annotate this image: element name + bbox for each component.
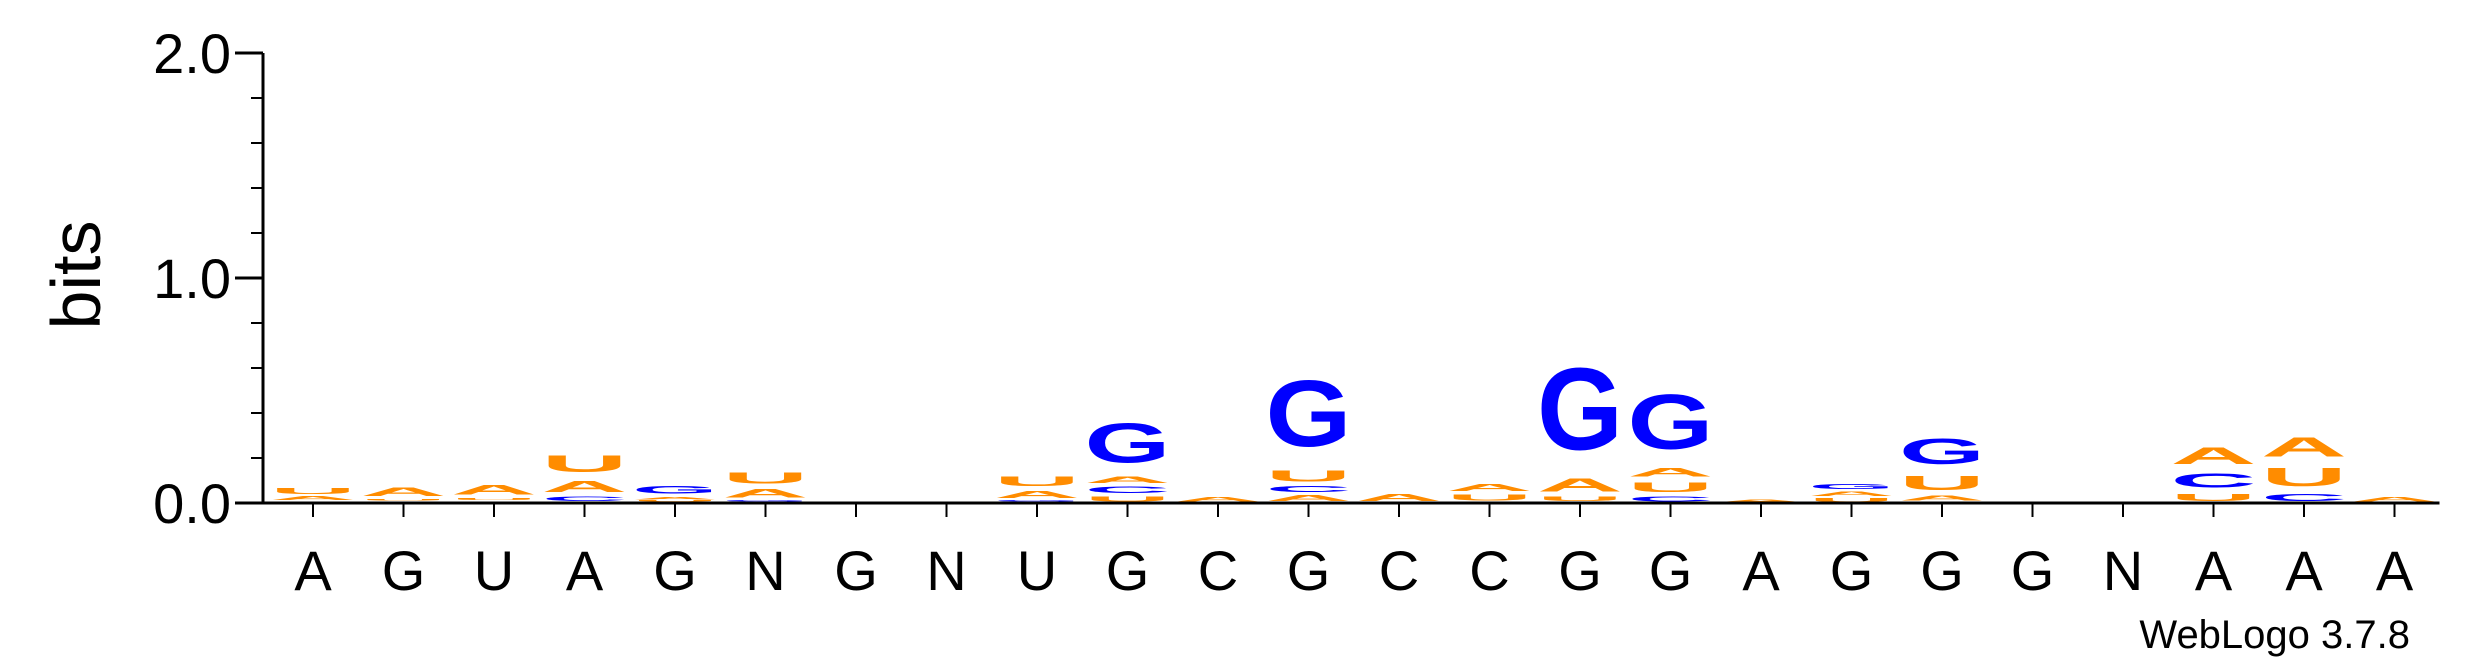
logo-letter-U: U (361, 498, 447, 500)
logo-letter-G: G (1628, 378, 1714, 466)
x-tick-label: A (2285, 539, 2323, 602)
logo-letter-G: G (632, 483, 718, 495)
logo-letter-U: U (2261, 463, 2347, 492)
logo-letter-G: G (1899, 432, 1985, 472)
logo-letter-C: C (542, 495, 628, 502)
logo-letter-G: G (451, 501, 537, 502)
x-tick-label: G (1920, 539, 1964, 602)
x-tick-label: N (2103, 539, 2143, 602)
logo-letter-G: G (1085, 412, 1171, 475)
logo-letter-A: A (1718, 498, 1804, 502)
x-tick-label: C (1379, 539, 1419, 602)
logo-letter-U: U (1266, 467, 1352, 485)
x-tick-label: C (1469, 539, 1509, 602)
logo-letter-G: G (1537, 345, 1623, 475)
x-tick-label: A (2376, 539, 2414, 602)
logo-letter-A: A (632, 496, 718, 500)
y-tick-label: 0.0 (153, 472, 231, 535)
logo-letter-G: G (1266, 361, 1352, 467)
logo-letter-U: U (1447, 493, 1533, 502)
logo-letter-U: U (994, 473, 1080, 489)
logo-letter-A: A (1356, 492, 1442, 503)
y-axis-label: bits (37, 221, 115, 330)
y-axis: 0.0 1.0 2.0 (153, 22, 265, 535)
logo-letter-A: A (1537, 475, 1623, 495)
x-tick-label: U (1017, 539, 1057, 602)
logo-letter-A: A (1447, 482, 1533, 493)
logo-letter-G: G (994, 500, 1080, 502)
logo-letter-A: A (451, 482, 537, 498)
x-tick-label: C (1198, 539, 1238, 602)
logo-letter-U: U (632, 500, 718, 502)
logo-letter-A: A (361, 485, 447, 499)
x-tick-label: G (1649, 539, 1693, 602)
logo-letter-A: A (1175, 496, 1261, 503)
logo-letter-A: A (994, 489, 1080, 500)
logo-letter-C: C (2171, 469, 2257, 491)
logo-letter-C: C (1266, 485, 1352, 494)
y-tick-label: 2.0 (153, 22, 231, 85)
letter-stacks: GCAUCGUACGUAGCAUCUAGCGAUCGAUUCAGAACUGACU… (270, 345, 2438, 503)
logo-letter-C: C (1628, 495, 1714, 503)
logo-letter-A: A (1628, 466, 1714, 480)
logo-letter-A: A (542, 477, 628, 495)
x-tick-label: G (834, 539, 878, 602)
logo-letter-G: G (723, 500, 809, 502)
x-tick-label: U (474, 539, 514, 602)
logo-letter-G: G (1809, 483, 1895, 491)
logo-letter-A: A (723, 487, 809, 501)
logo-letter-A: A (270, 496, 356, 502)
x-tick-label: G (1558, 539, 1602, 602)
x-tick-label: A (1742, 539, 1780, 602)
x-tick-label: G (1106, 539, 1150, 602)
x-tick-label: A (566, 539, 604, 602)
logo-letter-U: U (1628, 479, 1714, 495)
logo-letter-C: C (1085, 485, 1171, 495)
weblogo-credit: WebLogo 3.7.8 (2139, 613, 2410, 657)
logo-letter-C: C (2261, 492, 2347, 503)
logo-letter-U: U (451, 497, 537, 500)
logo-letter-A: A (2261, 431, 2347, 462)
logo-letter-A: A (2171, 442, 2257, 469)
logo-letter-U: U (723, 469, 809, 487)
x-tick-label: G (1287, 539, 1331, 602)
logo-letter-U: U (270, 487, 356, 496)
logo-letter-A: A (1809, 491, 1895, 498)
logo-letter-U: U (542, 450, 628, 477)
x-tick-label: A (2195, 539, 2233, 602)
x-tick-label: N (745, 539, 785, 602)
logo-letter-A: A (1266, 494, 1352, 503)
logo-letter-U: U (1537, 495, 1623, 502)
logo-letter-U: U (2171, 492, 2257, 503)
logo-letter-U: U (1085, 495, 1171, 503)
x-tick-label: G (653, 539, 697, 602)
x-tick-label: G (382, 539, 426, 602)
logo-letter-A: A (1085, 475, 1171, 485)
logo-letter-G: G (361, 501, 447, 502)
x-tick-label: G (1830, 539, 1874, 602)
logo-letter-U: U (1809, 497, 1895, 503)
y-tick-label: 1.0 (153, 247, 231, 310)
x-tick-label: G (2011, 539, 2055, 602)
logo-letter-A: A (2352, 496, 2438, 503)
logo-letter-U: U (1899, 472, 1985, 494)
x-tick-label: A (294, 539, 332, 602)
logo-letter-A: A (1899, 494, 1985, 502)
x-tick-label: N (926, 539, 966, 602)
